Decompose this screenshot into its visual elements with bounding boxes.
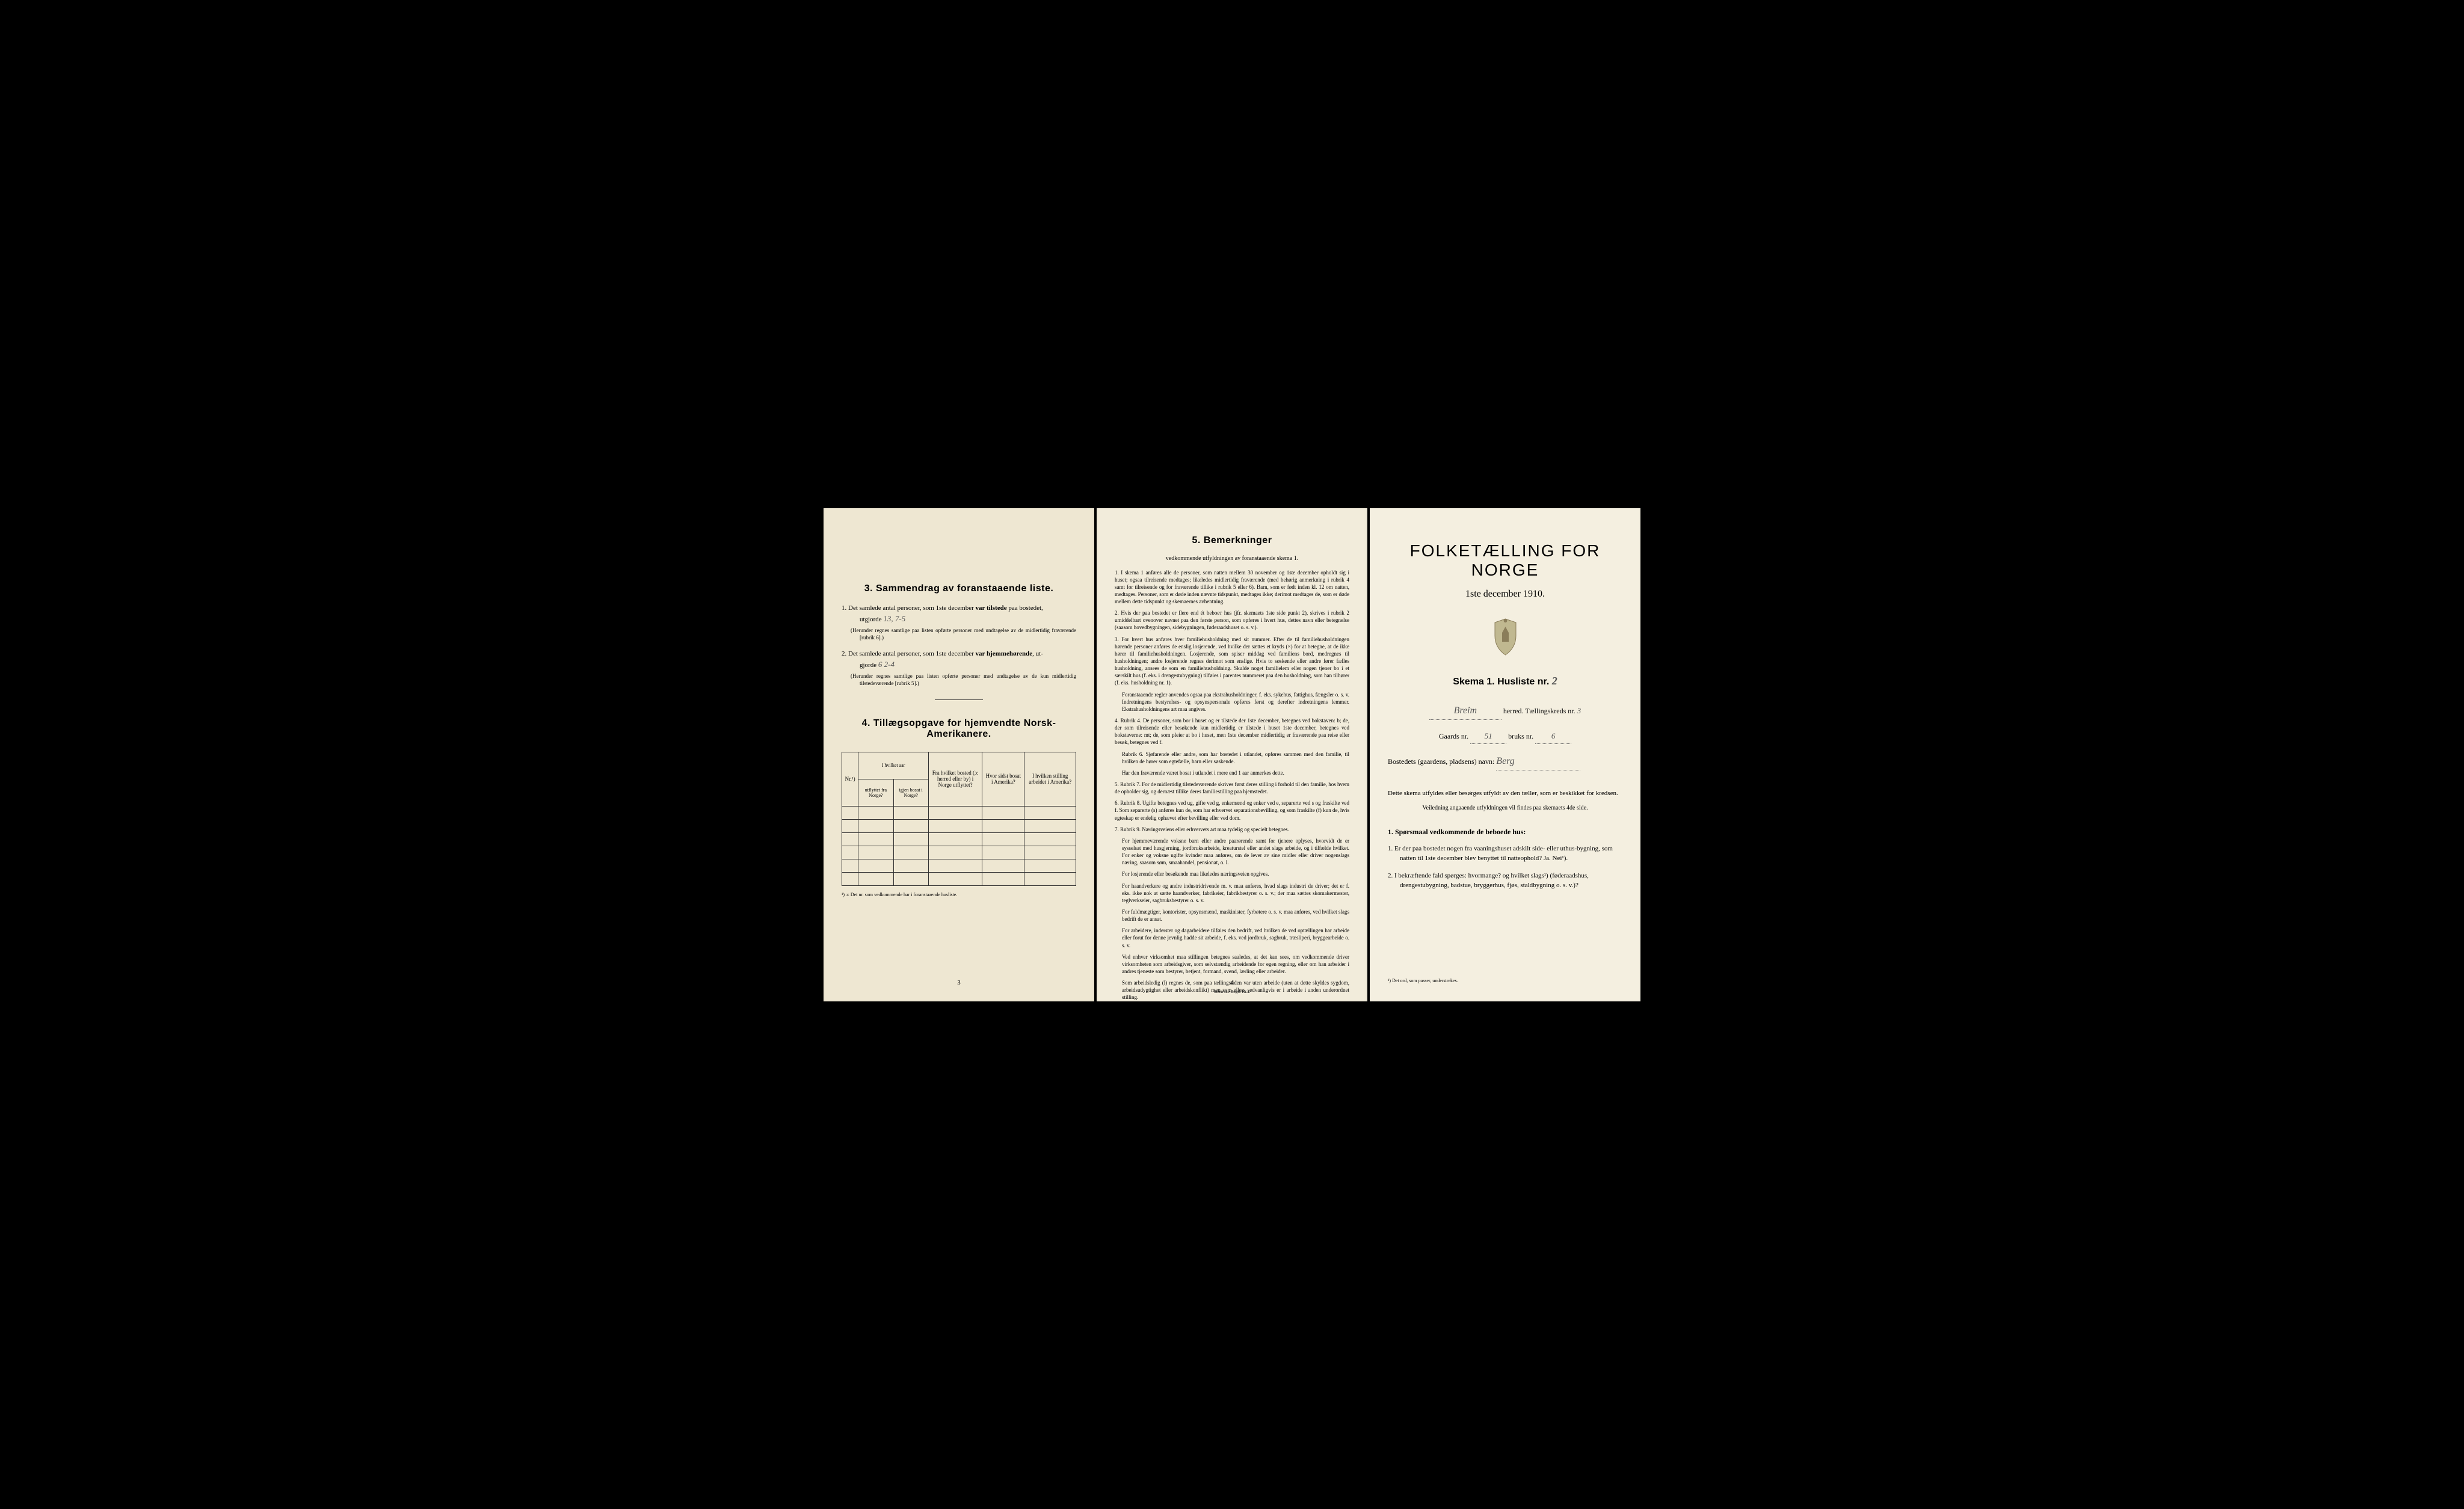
printer-note: Steen'ske Bogtr. Kr.a.	[1214, 989, 1251, 994]
questions-section: 1. Spørsmaal vedkommende de beboede hus:…	[1388, 828, 1622, 891]
page-right: FOLKETÆLLING FOR NORGE 1ste december 191…	[1370, 508, 1640, 1001]
emigrant-table-section: Nr.¹) I hvilket aar Fra hvilket bosted (…	[842, 752, 1076, 897]
bosted-line: Bostedets (gaardens, pladsens) navn: Ber…	[1388, 753, 1622, 771]
item2-note: (Herunder regnes samtlige paa listen opf…	[851, 672, 1076, 687]
skema-header: Skema 1. Husliste nr. 2	[1388, 675, 1622, 687]
remarks-item: 7. Rubrik 9. Næringsveiens eller erhverv…	[1115, 826, 1349, 833]
table-row	[842, 872, 1076, 885]
remarks-item: Har den fraværende været bosat i utlande…	[1115, 769, 1349, 776]
table-row	[842, 859, 1076, 872]
page-left: 3. Sammendrag av foranstaaende liste. 1.…	[824, 508, 1094, 1001]
summary-item-2: 2. Det samlede antal personer, som 1ste …	[842, 649, 1076, 687]
remarks-item: Ved enhver virksomhet maa stillingen bet…	[1115, 953, 1349, 975]
census-title: FOLKETÆLLING FOR NORGE	[1388, 541, 1622, 580]
instruction-block: Dette skema utfyldes eller besørges utfy…	[1388, 788, 1622, 813]
remarks-item: For fuldmægtiger, kontorister, opsynsmæn…	[1115, 908, 1349, 923]
herred-value: Breim	[1429, 702, 1502, 721]
question-2: 2. I bekræftende fald spørges: hvormange…	[1388, 871, 1622, 891]
remarks-item: 2. Hvis der paa bostedet er flere end ét…	[1115, 609, 1349, 631]
husliste-number: 2	[1552, 675, 1557, 687]
table-row	[842, 819, 1076, 832]
section-5-subtitle: vedkommende utfyldningen av foranstaaend…	[1115, 555, 1349, 562]
remarks-item: 8. Rubrik 14. Sinker og lignende aandssl…	[1115, 1062, 1349, 1069]
census-date: 1ste december 1910.	[1388, 589, 1622, 600]
question-1: 1. Er der paa bostedet nogen fra vaaning…	[1388, 844, 1622, 864]
page-middle: 5. Bemerkninger vedkommende utfyldningen…	[1097, 508, 1367, 1001]
emigrant-table: Nr.¹) I hvilket aar Fra hvilket bosted (…	[842, 752, 1076, 886]
th-nr: Nr.¹)	[842, 752, 858, 806]
handwritten-count-2: 6 2-4	[878, 660, 895, 669]
remarks-item: Foranstaaende regler anvendes ogsaa paa …	[1115, 691, 1349, 713]
remarks-list: 1. I skema 1 anføres alle de personer, s…	[1115, 569, 1349, 1081]
document-container: 3. Sammendrag av foranstaaende liste. 1.…	[824, 508, 1640, 1001]
remarks-item: 4. Rubrik 4. De personer, som bor i huse…	[1115, 717, 1349, 746]
page3-footnote: ¹) Det ord, som passer, understrekes.	[1388, 978, 1458, 983]
gaards-number: 51	[1470, 729, 1506, 743]
remarks-item: For haandverkere og andre industridriven…	[1115, 882, 1349, 904]
remarks-item: Ved alle saadanne stillinger, som baade …	[1115, 1006, 1349, 1027]
remarks-item: For losjerende eller besøkende maa likel…	[1115, 870, 1349, 877]
coat-of-arms-icon	[1489, 618, 1522, 657]
remarks-item: 5. Rubrik 7. For de midlertidig tilstede…	[1115, 781, 1349, 795]
kreds-number: 3	[1577, 706, 1582, 715]
handwritten-count-1: 13, 7-5	[883, 614, 905, 623]
th-amerika: Hvor sidst bosat i Amerika?	[982, 752, 1024, 806]
gaards-line: Gaards nr. 51 bruks nr. 6	[1388, 729, 1622, 743]
bruks-number: 6	[1535, 729, 1571, 743]
summary-item-1: 1. Det samlede antal personer, som 1ste …	[842, 603, 1076, 642]
remarks-item: 1. I skema 1 anføres alle de personer, s…	[1115, 569, 1349, 606]
remarks-item: 3. For hvert hus anføres hver familiehus…	[1115, 636, 1349, 687]
questions-header: 1. Spørsmaal vedkommende de beboede hus:	[1388, 828, 1622, 837]
bosted-value: Berg	[1496, 753, 1580, 771]
table-row	[842, 832, 1076, 846]
th-stilling: I hvilken stilling arbeidet i Amerika?	[1024, 752, 1076, 806]
section-5-title: 5. Bemerkninger	[1115, 535, 1349, 546]
th-bosted: Fra hvilket bosted (ɔ: herred eller by) …	[928, 752, 982, 806]
section-divider	[935, 699, 983, 700]
table-row	[842, 806, 1076, 819]
section-4-title: 4. Tillægsopgave for hjemvendte Norsk-Am…	[842, 718, 1076, 740]
page-number-4: 4	[1230, 979, 1234, 986]
remarks-item: Lever man hovedsagelig av formue, pensio…	[1115, 1031, 1349, 1046]
remarks-item: Ved forhenværende næringsdrivende, embed…	[1115, 1050, 1349, 1057]
remarks-item: 6. Rubrik 8. Ugifte betegnes ved ug, gif…	[1115, 799, 1349, 821]
item1-note: (Herunder regnes samtlige paa listen opf…	[851, 627, 1076, 642]
remarks-item: Som blinde regnes de, som ikke har gangs…	[1115, 1074, 1349, 1081]
page-number-3: 3	[957, 979, 961, 986]
remarks-item: Rubrik 6. Sjøfarende eller andre, som ha…	[1115, 751, 1349, 765]
herred-line: Breim herred. Tællingskreds nr. 3	[1388, 702, 1622, 721]
table-footnote: ¹) ɔ: Det nr. som vedkommende har i fora…	[842, 892, 1076, 897]
remarks-item: For arbeidere, inderster og dagarbeidere…	[1115, 927, 1349, 948]
table-row	[842, 846, 1076, 859]
section-3-title: 3. Sammendrag av foranstaaende liste.	[842, 583, 1076, 594]
remarks-item: For hjemmeværende voksne barn eller andr…	[1115, 837, 1349, 867]
